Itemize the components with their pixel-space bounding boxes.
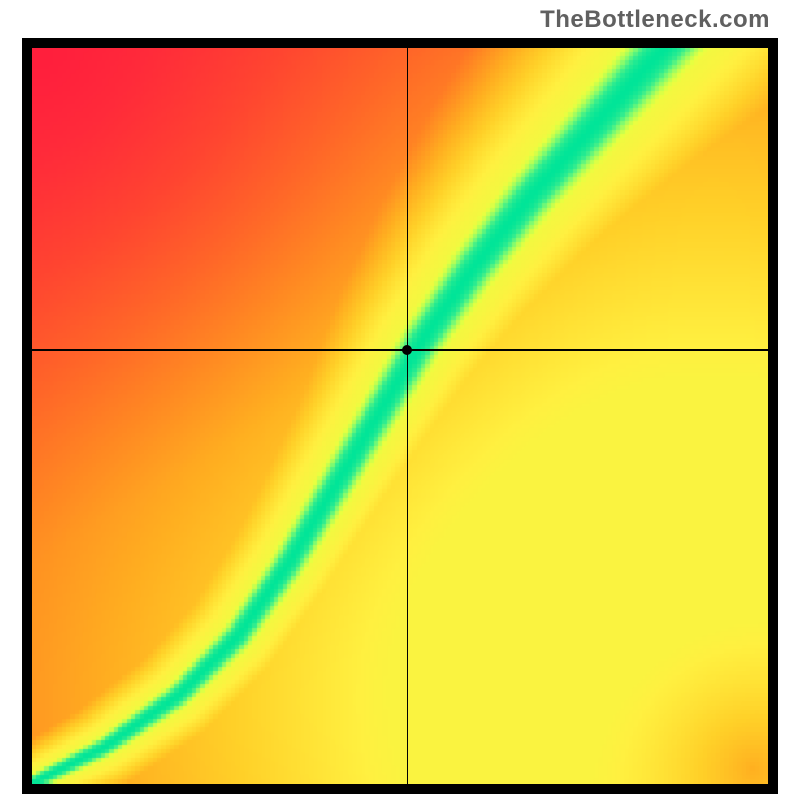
plot-area	[32, 48, 768, 784]
crosshair-vertical	[407, 48, 409, 784]
heatmap-canvas	[32, 48, 768, 784]
marker-dot	[402, 345, 412, 355]
crosshair-horizontal	[32, 349, 768, 351]
watermark: TheBottleneck.com	[540, 6, 770, 34]
chart-frame	[22, 38, 778, 794]
